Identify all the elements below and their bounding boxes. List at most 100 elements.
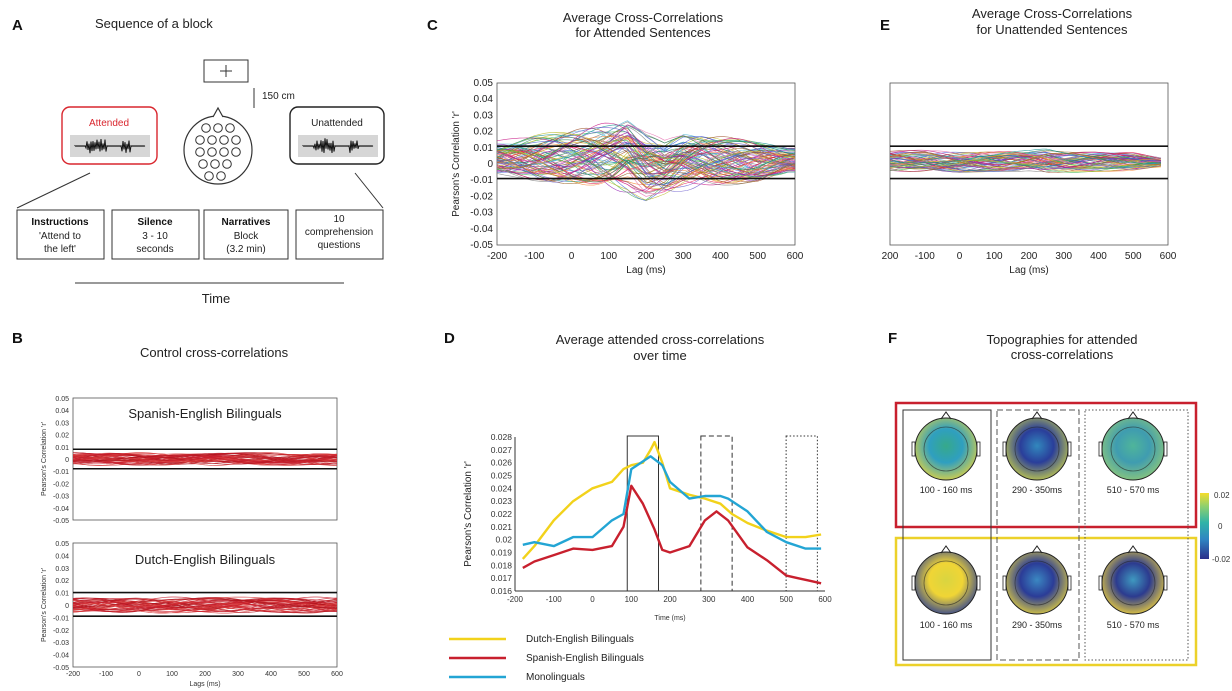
fixation-screen — [203, 59, 249, 83]
b2-xtick: 600 — [331, 671, 343, 678]
e-xtick: -100 — [915, 251, 935, 262]
panel-e: E Average Cross-Correlations for Unatten… — [880, 6, 1177, 276]
b2-xtick: 500 — [298, 671, 310, 678]
topomap-window-label: 510 - 570 ms — [1107, 620, 1160, 630]
electrode-12 — [198, 159, 208, 169]
topomap-nose — [1031, 411, 1043, 420]
b2-ytick: -0.05 — [53, 665, 69, 672]
chart-d-ytick: 0.022 — [491, 509, 513, 519]
chart-d-ytick: 0.021 — [491, 522, 513, 532]
electrode-14 — [222, 159, 232, 169]
chart-d: 0.0280.0270.0260.0250.0240.0230.0220.021… — [449, 432, 832, 683]
e-xtick: 0 — [957, 251, 963, 262]
panel-f-title-2: cross-correlations — [1011, 347, 1114, 362]
panel-e-title-1: Average Cross-Correlations — [972, 6, 1133, 21]
head-electrode-icon — [183, 106, 253, 185]
c-trace — [496, 136, 796, 167]
e-trace — [890, 153, 1162, 166]
chart-d-xtick: 600 — [818, 595, 832, 604]
colorbar — [1200, 493, 1209, 559]
e-trace — [889, 151, 1162, 164]
c-xtick: 600 — [787, 251, 804, 262]
step-questions-line3: questions — [318, 240, 361, 251]
attended-label: Attended — [89, 118, 129, 129]
b2-trace — [72, 598, 338, 609]
e-xtick: 500 — [1125, 251, 1142, 262]
c-ytick: 0 — [487, 159, 493, 170]
c-trace — [496, 134, 796, 177]
topomap-nose — [940, 545, 952, 554]
b2-trace — [72, 603, 338, 614]
b1-ytick: 0.02 — [55, 433, 69, 440]
b1-ytick: -0.03 — [53, 494, 69, 501]
chart-d-xtick: 400 — [741, 595, 755, 604]
electrode-10 — [219, 147, 229, 157]
e-trace — [889, 154, 1162, 168]
c-trace — [496, 136, 796, 175]
topomap-window-label: 290 - 350ms — [1012, 485, 1063, 495]
electrode-4 — [195, 135, 205, 145]
chart-d-ytick: 0.028 — [491, 432, 513, 442]
c-trace — [496, 148, 796, 192]
panel-b-title: Control cross-correlations — [140, 345, 289, 360]
electrode-16 — [216, 171, 226, 181]
chart-e: 200 -100 0 100 200 300 400 500 600 Lag (ms) — [882, 82, 1177, 276]
step-narratives: Narratives Block (3.2 min) — [203, 209, 289, 260]
c-xtick: 100 — [600, 251, 617, 262]
chart-d-series-2 — [522, 484, 822, 585]
b1-ytick: 0 — [65, 457, 69, 464]
chart-d-ytick: 0.017 — [491, 573, 513, 583]
chart-d-xtick: 0 — [590, 595, 595, 604]
chart-d-ytick: 0.018 — [491, 560, 513, 570]
e-xtick: 100 — [986, 251, 1003, 262]
topomap-contour — [923, 426, 969, 472]
time-label: Time — [202, 291, 230, 306]
colorbar-mid: 0 — [1218, 522, 1223, 531]
e-trace — [889, 160, 1161, 173]
chart-d-ytick: 0.02 — [495, 535, 512, 545]
c-trace — [496, 149, 796, 197]
electrode-11 — [231, 147, 241, 157]
chart-d-ytick: 0.016 — [491, 586, 513, 596]
b1-trace — [72, 452, 338, 462]
panel-c-letter: C — [427, 17, 438, 34]
panel-f-title-1: Topographies for attended — [986, 332, 1137, 347]
step-narratives-line2: (3.2 min) — [226, 244, 265, 255]
chart-d-xtick: -100 — [546, 595, 563, 604]
electrode-6 — [219, 135, 229, 145]
panel-d-title-1: Average attended cross-correlations — [556, 332, 765, 347]
c-xtick: 500 — [749, 251, 766, 262]
c-xlabel: Lag (ms) — [626, 265, 665, 276]
b1-ytick: 0.03 — [55, 420, 69, 427]
chart-d-series-3 — [522, 455, 822, 550]
colorbar-max: 0.02 — [1214, 491, 1230, 500]
topomap-window-label: 510 - 570 ms — [1107, 485, 1160, 495]
c-ytick: 0.05 — [474, 78, 494, 89]
panel-f-letter: F — [888, 330, 897, 347]
panel-a-letter: A — [12, 17, 23, 34]
b2-xlabel: Lags (ms) — [189, 681, 220, 688]
c-xtick: -100 — [524, 251, 544, 262]
e-trace — [889, 154, 1162, 167]
e-trace — [889, 158, 1162, 172]
step-silence: Silence 3 - 10 seconds — [111, 209, 200, 260]
topomap-contour — [1014, 426, 1060, 472]
b2-ytick: 0.04 — [55, 553, 69, 560]
chart-d-ytick: 0.024 — [491, 483, 513, 493]
topomap-contour — [1110, 560, 1156, 606]
c-xtick: 200 — [638, 251, 655, 262]
b2-ytick: 0.03 — [55, 566, 69, 573]
legend-label-3: Monolinguals — [526, 672, 585, 683]
electrode-8 — [195, 147, 205, 157]
distance-label: 150 cm — [262, 91, 295, 102]
step-silence-line2: seconds — [136, 244, 173, 255]
step-instructions-line2: the left' — [44, 244, 76, 255]
c-trace — [496, 150, 796, 193]
b1-ytick: 0.01 — [55, 445, 69, 452]
topomap-nose — [1031, 545, 1043, 554]
c-ylabel: Pearson's Correlation 'r' — [451, 111, 462, 217]
unattended-waveform — [302, 138, 374, 153]
panel-d-letter: D — [444, 330, 455, 347]
panel-d-title-2: over time — [633, 348, 686, 363]
chart-b2-title: Dutch-English Bilinguals — [135, 552, 276, 567]
